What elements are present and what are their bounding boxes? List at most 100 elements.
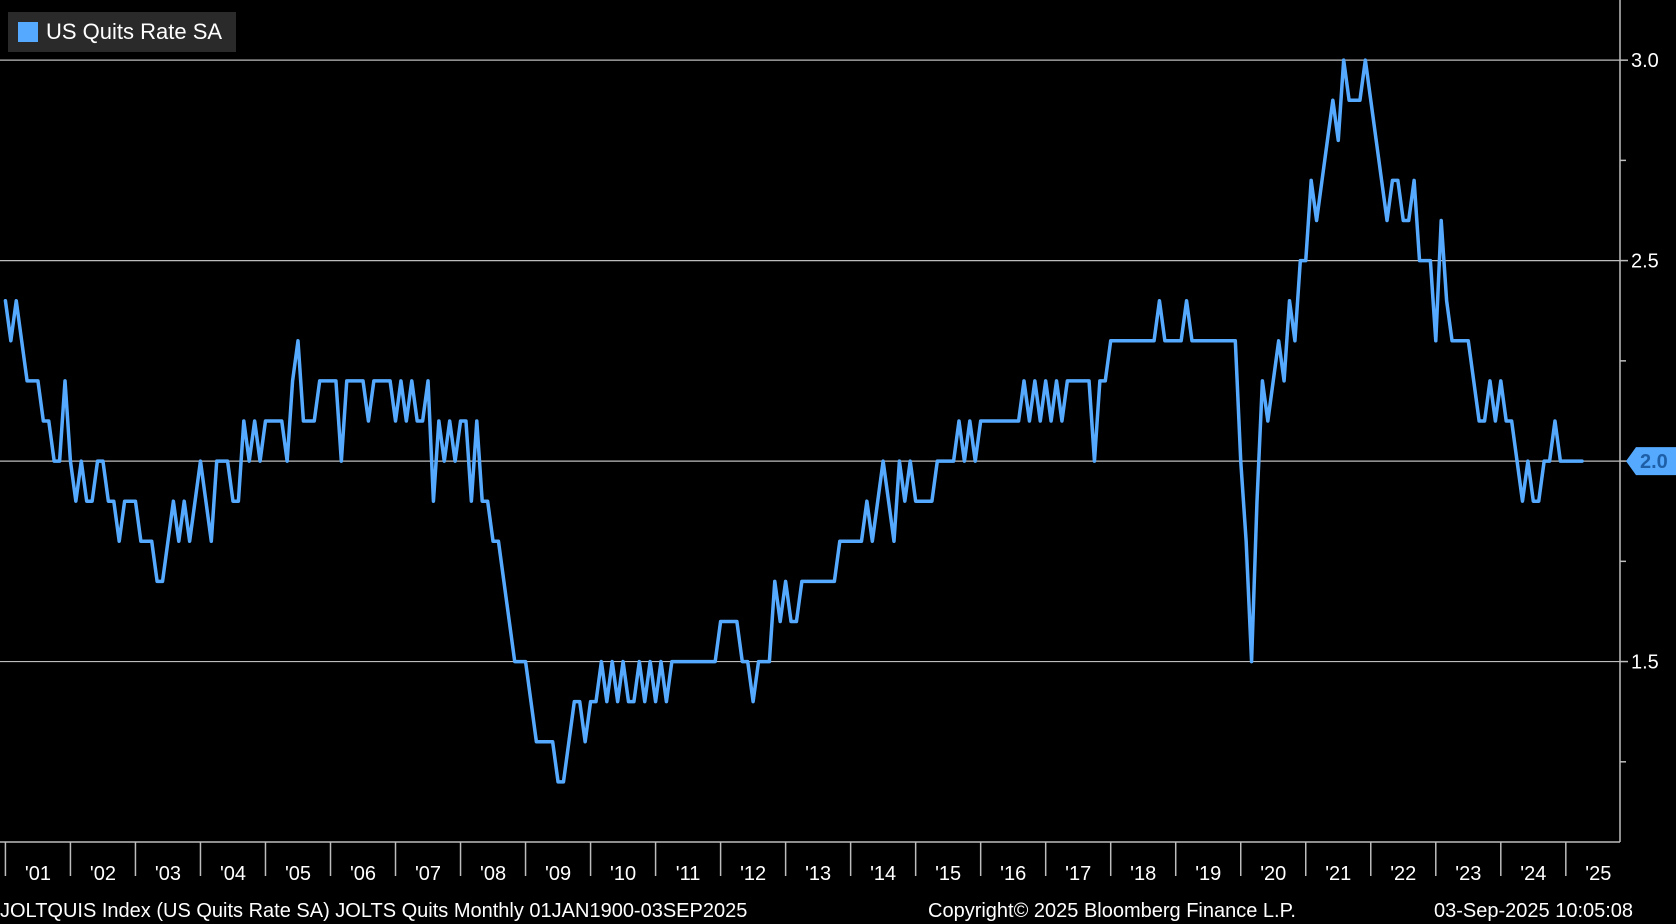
data-point — [855, 540, 857, 543]
data-point — [1527, 460, 1529, 462]
data-point — [952, 460, 955, 462]
data-point — [1413, 179, 1415, 182]
data-point — [107, 500, 110, 502]
data-point — [904, 500, 906, 502]
data-point — [638, 660, 641, 663]
data-point — [1277, 340, 1280, 342]
data-point — [1088, 380, 1090, 382]
data-point — [979, 420, 982, 422]
data-point — [80, 460, 83, 462]
data-point — [969, 420, 971, 422]
data-point — [947, 460, 949, 462]
data-point — [253, 420, 256, 422]
data-point — [578, 700, 581, 703]
data-point — [1543, 460, 1545, 462]
data-point — [974, 460, 977, 462]
data-point — [1071, 380, 1074, 382]
data-point — [996, 420, 998, 422]
data-point — [595, 700, 597, 703]
data-point — [860, 540, 863, 543]
data-point — [898, 460, 901, 462]
data-point — [188, 540, 191, 543]
data-point — [1424, 259, 1426, 262]
data-point — [909, 460, 912, 462]
data-point — [671, 660, 673, 663]
data-point — [394, 420, 397, 422]
data-point — [936, 460, 939, 462]
data-point — [1061, 420, 1063, 422]
data-point — [324, 380, 326, 382]
data-point — [866, 500, 868, 502]
data-point — [1500, 380, 1502, 382]
data-point — [784, 580, 787, 583]
data-point — [1467, 340, 1470, 342]
xtick-label: '19 — [1195, 863, 1221, 885]
data-point — [243, 420, 245, 422]
data-point — [1359, 99, 1361, 102]
data-point — [1440, 219, 1443, 222]
xtick-label: '11 — [676, 863, 701, 885]
data-point — [335, 380, 337, 382]
data-point — [925, 500, 928, 502]
data-point — [530, 700, 532, 703]
data-point — [562, 781, 565, 783]
data-point — [1315, 219, 1318, 222]
data-point — [20, 340, 23, 342]
data-point — [871, 540, 874, 543]
data-point — [643, 700, 646, 703]
data-point — [741, 660, 744, 663]
data-point — [1104, 380, 1107, 382]
data-point — [551, 740, 554, 743]
xtick-label: '20 — [1260, 863, 1286, 885]
data-point — [465, 420, 467, 422]
data-point — [524, 660, 527, 663]
data-point — [448, 420, 451, 422]
xtick-label: '01 — [25, 863, 51, 885]
data-point — [1207, 340, 1210, 342]
data-point — [736, 620, 738, 623]
series-layer — [3, 58, 1584, 784]
data-point — [470, 500, 473, 502]
data-point — [573, 700, 576, 703]
data-point — [1429, 259, 1432, 262]
data-point — [47, 420, 50, 422]
data-point — [1017, 420, 1020, 422]
data-point — [665, 700, 668, 703]
footer-source: JOLTQUIS Index (US Quits Rate SA) JOLTS … — [0, 900, 748, 922]
data-point — [421, 420, 424, 422]
last-value-badge — [1626, 447, 1676, 476]
data-point — [681, 660, 684, 663]
data-point — [513, 660, 516, 663]
data-point — [416, 420, 418, 422]
data-point — [763, 660, 765, 663]
data-point — [1066, 380, 1069, 382]
data-point — [584, 740, 586, 743]
data-point — [378, 380, 381, 382]
data-point — [1153, 340, 1155, 342]
data-point — [129, 500, 131, 502]
data-point — [568, 740, 570, 743]
data-point — [161, 580, 164, 583]
ytick-label: 3.0 — [1631, 50, 1659, 72]
data-point — [876, 500, 879, 502]
data-point — [226, 460, 229, 462]
data-point — [622, 660, 624, 663]
data-point — [53, 460, 55, 462]
data-point — [660, 660, 662, 663]
data-point — [1099, 380, 1101, 382]
data-point — [362, 380, 364, 382]
data-point — [1516, 460, 1518, 462]
data-point — [719, 620, 722, 623]
data-point — [410, 380, 413, 382]
legend-label: US Quits Rate SA — [46, 19, 223, 44]
data-point — [264, 420, 267, 422]
data-point — [383, 380, 386, 382]
data-point — [199, 460, 202, 462]
data-point — [1001, 420, 1004, 422]
data-point — [589, 700, 592, 703]
ytick-label: 2.5 — [1631, 251, 1659, 273]
data-point — [1261, 380, 1264, 382]
data-point — [313, 420, 316, 422]
data-point — [248, 460, 251, 462]
data-point — [432, 500, 435, 502]
